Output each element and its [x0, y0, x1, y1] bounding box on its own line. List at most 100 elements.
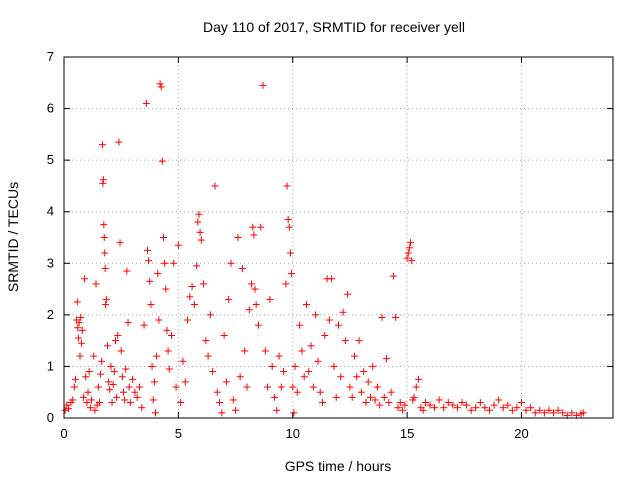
data-point	[107, 362, 115, 370]
data-point	[249, 223, 257, 231]
data-point	[99, 176, 107, 184]
data-point	[186, 293, 194, 301]
data-point	[108, 399, 116, 407]
data-point	[111, 337, 119, 345]
data-point	[449, 401, 457, 409]
data-point	[518, 399, 525, 407]
data-point	[211, 182, 219, 190]
data-point	[270, 393, 278, 401]
data-point	[227, 259, 235, 267]
data-point	[161, 259, 169, 267]
data-point	[254, 321, 262, 329]
data-point	[165, 365, 173, 373]
data-point	[401, 401, 409, 409]
data-point	[195, 210, 203, 218]
data-point	[550, 409, 558, 417]
data-point	[339, 308, 347, 316]
data-point	[341, 337, 349, 345]
data-point	[250, 231, 258, 239]
data-point	[83, 399, 91, 407]
data-point	[264, 383, 272, 391]
data-point	[403, 254, 411, 262]
data-point	[133, 393, 141, 401]
x-tick-label: 15	[400, 426, 414, 441]
data-point	[213, 388, 221, 396]
data-point	[155, 316, 163, 324]
data-point	[440, 404, 448, 412]
data-point	[170, 259, 178, 267]
data-point	[90, 352, 98, 360]
data-point	[164, 347, 172, 355]
data-point	[290, 409, 298, 417]
data-point	[280, 368, 288, 376]
data-point	[387, 388, 395, 396]
data-point	[69, 396, 77, 404]
data-point	[284, 215, 292, 223]
data-point	[309, 383, 317, 391]
data-point	[321, 331, 329, 339]
data-point	[392, 313, 400, 321]
data-point	[131, 388, 139, 396]
data-point	[100, 221, 108, 229]
data-point	[177, 399, 185, 407]
data-point	[300, 373, 308, 381]
data-point	[102, 295, 110, 303]
data-point	[200, 280, 208, 288]
data-point	[293, 388, 301, 396]
y-tick-label: 1	[47, 358, 54, 373]
data-point	[536, 406, 544, 414]
data-point	[312, 311, 320, 319]
data-point	[540, 409, 548, 417]
data-point	[154, 270, 162, 278]
data-point	[105, 378, 113, 386]
data-point	[380, 393, 388, 401]
data-point	[351, 352, 359, 360]
data-point	[218, 409, 226, 417]
data-point	[87, 396, 95, 404]
data-point	[124, 319, 132, 327]
data-point	[394, 404, 402, 412]
data-point	[405, 244, 413, 252]
data-point	[362, 399, 370, 407]
tick-layer: 0 1 2 3 4 5 6 7 0 5 10 15 20	[47, 49, 613, 441]
data-point	[385, 399, 393, 407]
data-point	[229, 396, 237, 404]
data-point	[73, 298, 81, 306]
data-point	[147, 301, 155, 309]
data-point	[149, 396, 157, 404]
data-point	[490, 401, 498, 409]
data-point	[140, 321, 148, 329]
data-point	[196, 228, 204, 236]
data-point	[431, 404, 439, 412]
data-point	[156, 80, 164, 88]
data-point	[138, 404, 146, 412]
data-point	[174, 241, 182, 249]
data-point	[126, 399, 134, 407]
data-point	[286, 249, 294, 257]
data-point	[95, 399, 103, 407]
data-point	[481, 404, 489, 412]
data-point	[71, 375, 79, 383]
data-point	[204, 352, 212, 360]
y-tick-label: 7	[47, 49, 54, 64]
data-point	[145, 257, 153, 265]
data-point	[184, 316, 192, 324]
data-point	[193, 262, 201, 270]
data-point	[360, 368, 368, 376]
data-point	[148, 362, 156, 370]
data-point	[268, 362, 276, 370]
data-point	[162, 285, 170, 293]
data-point	[117, 347, 125, 355]
data-point	[234, 234, 242, 241]
data-point	[206, 311, 214, 319]
data-point	[325, 316, 333, 324]
data-point	[415, 375, 423, 383]
x-axis-label: GPS time / hours	[285, 458, 392, 474]
data-point	[188, 282, 196, 290]
data-point	[316, 388, 324, 396]
data-point	[273, 406, 281, 414]
data-point	[305, 368, 313, 376]
data-point	[579, 409, 587, 417]
y-tick-label: 4	[47, 204, 54, 219]
data-point	[275, 352, 283, 360]
